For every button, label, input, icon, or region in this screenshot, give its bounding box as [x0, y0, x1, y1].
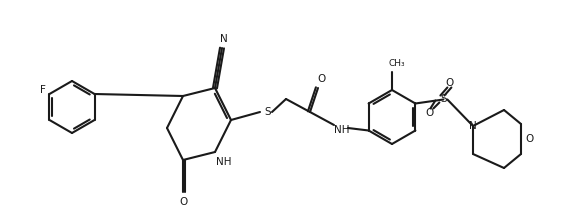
Text: S: S [265, 107, 271, 117]
Text: F: F [40, 85, 45, 95]
Text: N: N [220, 34, 228, 44]
Text: O: O [317, 74, 325, 84]
Text: O: O [425, 109, 434, 119]
Text: O: O [445, 78, 453, 87]
Text: N: N [469, 121, 477, 131]
Text: S: S [440, 94, 447, 104]
Text: CH₃: CH₃ [389, 60, 405, 68]
Text: NH: NH [216, 157, 231, 167]
Text: O: O [526, 134, 534, 144]
Text: NH: NH [335, 125, 350, 135]
Text: O: O [179, 197, 187, 207]
